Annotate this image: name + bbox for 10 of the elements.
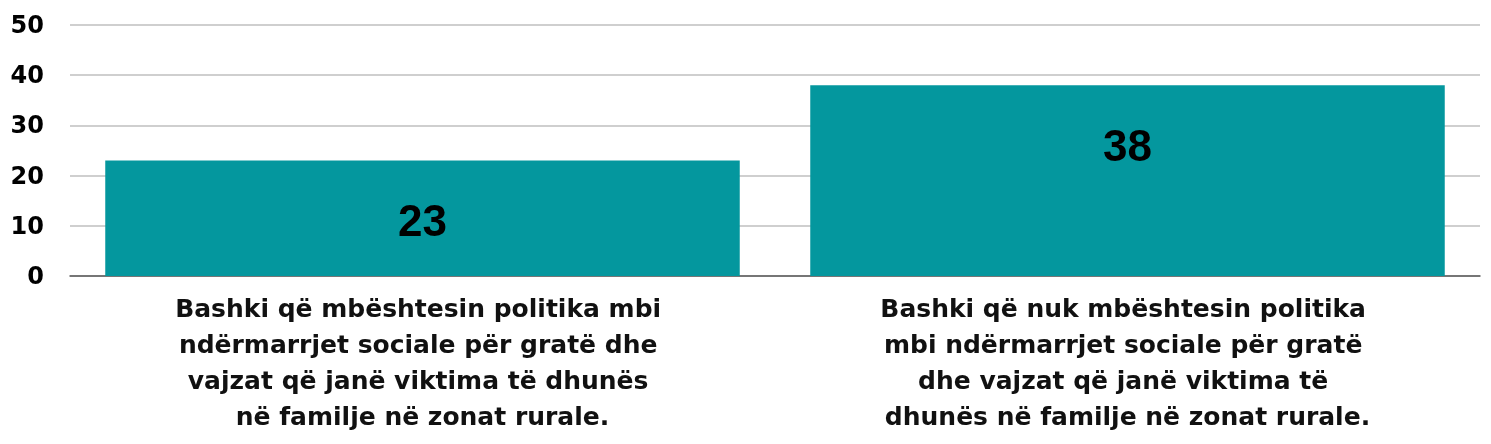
data-label: 23	[398, 196, 447, 246]
data-label: 38	[1103, 120, 1152, 170]
y-tick-label: 10	[10, 211, 44, 240]
x-tick-label: Bashki që nuk mbështesin politika mbi ndërmarrjet sociale për gratë dhe vajzat që janë viktima të dhunës në familje në zonat rurale.	[880, 293, 1375, 431]
x-tick-label: Bashki që mbështesin politika mbi ndërmarrjet sociale për gratë dhe vajzat që janë viktima të dhunës në familje në zonat rurale.	[175, 293, 670, 431]
y-tick-label: 30	[10, 111, 44, 140]
y-tick-label: 0	[27, 262, 44, 290]
y-tick-label: 40	[10, 61, 44, 90]
y-tick-label: 50	[10, 11, 44, 39]
y-tick-label: 20	[10, 161, 44, 190]
